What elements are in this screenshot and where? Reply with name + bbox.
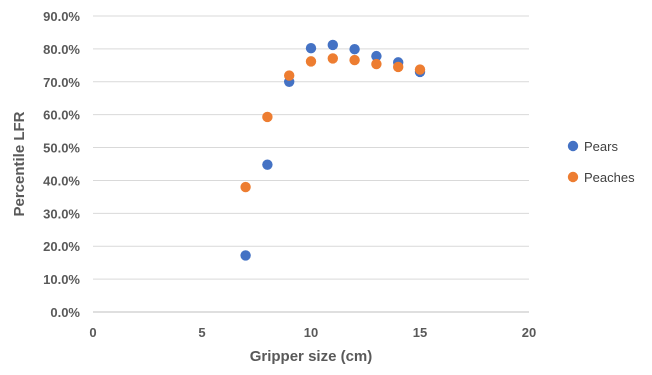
legend-marker-pears (567, 140, 579, 152)
x-tick-label: 20 (522, 325, 536, 340)
y-tick-label: 10.0% (43, 272, 80, 287)
y-tick-label: 30.0% (43, 206, 80, 221)
peaches-point (240, 181, 251, 193)
pears-point (240, 250, 251, 261)
peaches-point (284, 70, 295, 81)
y-axis-title: Percentile LFR (11, 111, 28, 216)
x-axis-title: Gripper size (cm) (250, 348, 373, 365)
y-tick-label: 0.0% (50, 305, 80, 320)
x-tick-label: 10 (304, 325, 318, 340)
peaches-point (305, 56, 317, 67)
y-tick-label: 90.0% (43, 9, 80, 24)
peaches-point (414, 64, 426, 75)
y-tick-label: 40.0% (43, 173, 80, 188)
peaches-point (262, 111, 273, 123)
pears-point (327, 39, 338, 51)
pears-point (349, 44, 360, 55)
y-tick-label: 20.0% (43, 239, 80, 254)
peaches-point (393, 61, 404, 73)
x-tick-label: 5 (198, 325, 205, 340)
y-axis-tick-labels: 0.0% 10.0% 20.0% 30.0% 40.0% 50.0% 60.0% 70.0% 8… (43, 9, 80, 320)
y-tick-label: 50.0% (43, 141, 80, 156)
legend-marker-peaches (567, 171, 579, 183)
x-axis-tick-labels: 0 5 10 15 20 (89, 325, 536, 340)
legend: Pears Peaches (567, 139, 635, 185)
x-tick-label: 0 (89, 325, 96, 340)
pears-point (305, 43, 317, 54)
pears-point (262, 159, 273, 170)
peaches-point (371, 58, 382, 70)
legend-label-pears: Pears (584, 139, 618, 154)
data-points (240, 39, 426, 261)
pears-point (371, 50, 382, 62)
y-tick-label: 70.0% (43, 75, 80, 90)
peaches-point (349, 54, 360, 66)
y-tick-label: 60.0% (43, 108, 80, 123)
y-tick-label: 80.0% (43, 42, 80, 57)
x-tick-label: 15 (413, 325, 427, 340)
legend-label-peaches: Peaches (584, 170, 635, 185)
peaches-point (327, 53, 338, 64)
